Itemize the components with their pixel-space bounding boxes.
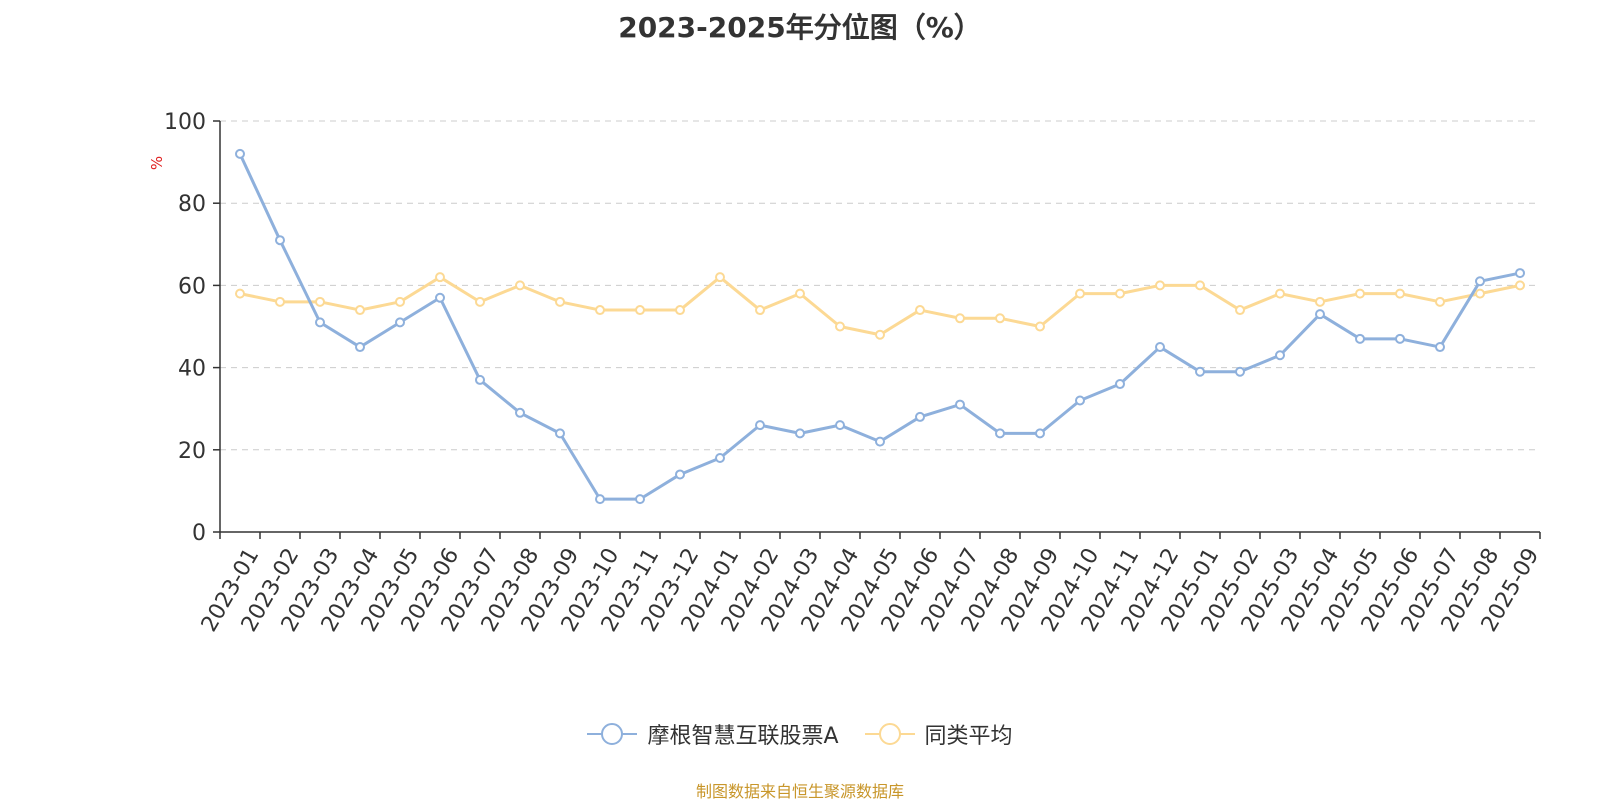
- data-point[interactable]: [1275, 350, 1285, 361]
- data-point[interactable]: [595, 494, 605, 505]
- data-point[interactable]: [1115, 288, 1125, 299]
- data-point[interactable]: [395, 296, 405, 307]
- data-point[interactable]: [1515, 280, 1525, 291]
- data-point[interactable]: [515, 280, 525, 291]
- data-point[interactable]: [835, 321, 845, 332]
- data-point[interactable]: [795, 288, 805, 299]
- data-point[interactable]: [555, 296, 565, 307]
- data-point[interactable]: [995, 313, 1005, 324]
- data-point[interactable]: [275, 235, 285, 246]
- y-tick-label: 60: [178, 274, 206, 299]
- line-chart: 020406080100%2023-012023-022023-032023-0…: [148, 110, 1544, 636]
- y-tick-label: 40: [178, 357, 206, 382]
- data-point[interactable]: [635, 305, 645, 316]
- data-point[interactable]: [395, 317, 405, 328]
- data-point[interactable]: [355, 305, 365, 316]
- legend-fund-marker-icon: [587, 723, 638, 745]
- data-point[interactable]: [355, 342, 365, 353]
- data-point[interactable]: [915, 411, 925, 422]
- data-point[interactable]: [235, 148, 245, 159]
- legend-average-marker-icon: [864, 723, 915, 745]
- data-point[interactable]: [795, 428, 805, 439]
- data-point[interactable]: [1275, 288, 1285, 299]
- data-point[interactable]: [1035, 428, 1045, 439]
- data-point[interactable]: [715, 453, 725, 464]
- legend-item-average[interactable]: 同类平均: [864, 718, 1013, 750]
- data-point[interactable]: [1235, 305, 1245, 316]
- data-point[interactable]: [1475, 288, 1485, 299]
- data-point[interactable]: [1075, 395, 1085, 406]
- data-point[interactable]: [755, 305, 765, 316]
- data-point[interactable]: [915, 305, 925, 316]
- legend-fund-label: 摩根智慧互联股票A: [647, 724, 839, 749]
- data-point[interactable]: [555, 428, 565, 439]
- data-point[interactable]: [1195, 366, 1205, 377]
- series-line-0: [238, 153, 1521, 501]
- data-point[interactable]: [995, 428, 1005, 439]
- data-point[interactable]: [475, 296, 485, 307]
- data-point[interactable]: [875, 329, 885, 340]
- grid-lines: [220, 120, 1540, 451]
- data-point[interactable]: [275, 296, 285, 307]
- data-point[interactable]: [1395, 333, 1405, 344]
- data-point[interactable]: [1355, 333, 1365, 344]
- data-point[interactable]: [675, 469, 685, 480]
- legend: 摩根智慧互联股票A 同类平均: [0, 718, 1600, 750]
- data-point[interactable]: [315, 296, 325, 307]
- chart-title: 2023-2025年分位图（%）: [618, 11, 982, 44]
- data-point[interactable]: [715, 272, 725, 283]
- data-point[interactable]: [635, 494, 645, 505]
- data-point[interactable]: [955, 399, 965, 410]
- data-point[interactable]: [1195, 280, 1205, 291]
- y-tick-label: 100: [164, 110, 206, 135]
- data-point[interactable]: [1035, 321, 1045, 332]
- data-point[interactable]: [675, 305, 685, 316]
- data-point[interactable]: [435, 272, 445, 283]
- data-point[interactable]: [1515, 268, 1525, 279]
- data-point[interactable]: [515, 407, 525, 418]
- data-point[interactable]: [1315, 309, 1325, 320]
- data-point[interactable]: [1395, 288, 1405, 299]
- data-point[interactable]: [1155, 342, 1165, 353]
- data-point[interactable]: [1475, 276, 1485, 287]
- series-lines: [235, 148, 1525, 505]
- y-tick-label: 0: [192, 521, 206, 546]
- data-point[interactable]: [475, 374, 485, 385]
- data-point[interactable]: [1075, 288, 1085, 299]
- legend-item-fund[interactable]: 摩根智慧互联股票A: [587, 718, 839, 750]
- y-tick-label: 20: [178, 439, 206, 464]
- source-note: 制图数据来自恒生聚源数据库: [695, 782, 904, 801]
- data-point[interactable]: [315, 317, 325, 328]
- legend-average-label: 同类平均: [924, 724, 1013, 749]
- data-point[interactable]: [875, 436, 885, 447]
- data-point[interactable]: [1435, 342, 1445, 353]
- data-point[interactable]: [435, 292, 445, 303]
- data-point[interactable]: [1155, 280, 1165, 291]
- data-point[interactable]: [755, 420, 765, 431]
- data-point[interactable]: [235, 288, 245, 299]
- data-point[interactable]: [1235, 366, 1245, 377]
- data-point[interactable]: [1355, 288, 1365, 299]
- data-point[interactable]: [1115, 379, 1125, 390]
- data-point[interactable]: [595, 305, 605, 316]
- y-axis-label: %: [148, 156, 166, 170]
- data-point[interactable]: [955, 313, 965, 324]
- data-point[interactable]: [1315, 296, 1325, 307]
- axes: 020406080100%2023-012023-022023-032023-0…: [148, 110, 1544, 636]
- y-tick-label: 80: [178, 192, 206, 217]
- data-point[interactable]: [835, 420, 845, 431]
- data-point[interactable]: [1435, 296, 1445, 307]
